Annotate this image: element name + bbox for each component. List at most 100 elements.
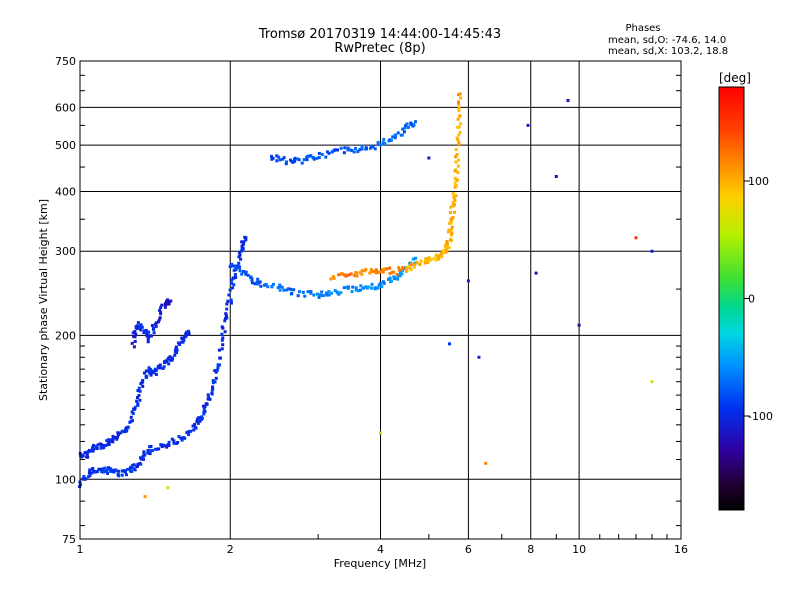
data-point (395, 273, 399, 277)
data-point (344, 274, 348, 278)
data-point (167, 440, 171, 444)
data-point (364, 146, 368, 150)
data-point (192, 428, 196, 432)
data-point (135, 324, 139, 328)
data-point (157, 318, 161, 322)
colorbar-tick-label: 100 (748, 175, 769, 188)
data-point (115, 437, 119, 441)
data-point (133, 335, 137, 339)
data-point (423, 261, 427, 265)
data-point (88, 468, 92, 472)
y-tick-label: 750 (55, 55, 76, 68)
data-point (257, 280, 261, 284)
data-point (234, 265, 238, 269)
data-point (191, 424, 195, 428)
data-point (370, 286, 374, 290)
data-point (124, 473, 128, 477)
data-point (450, 231, 454, 235)
data-point (228, 288, 232, 292)
data-point (413, 256, 417, 260)
data-point (354, 286, 358, 290)
data-point (187, 329, 191, 333)
data-point (284, 162, 288, 166)
data-point (108, 467, 112, 471)
data-point (84, 477, 88, 481)
data-point (451, 204, 455, 208)
data-point (229, 263, 233, 267)
colorbar-label: [deg] (719, 71, 751, 85)
data-point (149, 449, 153, 453)
data-point (207, 395, 211, 399)
data-point (221, 326, 225, 330)
data-point (181, 337, 185, 341)
data-point (233, 272, 237, 276)
data-point (210, 391, 214, 395)
data-point (159, 312, 163, 316)
data-point (371, 145, 375, 149)
data-point (206, 397, 210, 401)
data-point (410, 263, 414, 267)
data-point (238, 251, 242, 255)
data-point (291, 160, 295, 164)
data-point (650, 249, 654, 253)
x-tick-label: 1 (77, 543, 84, 556)
data-point (320, 152, 324, 156)
data-point (342, 286, 346, 290)
x-ticks: 1 2 4 6 8 10 16 (77, 534, 688, 556)
data-point (177, 435, 181, 439)
data-point (87, 471, 91, 475)
data-point (132, 463, 136, 467)
data-point (150, 324, 154, 328)
data-point (106, 468, 110, 472)
data-point (399, 268, 403, 272)
data-point (393, 133, 397, 137)
data-point (136, 396, 140, 400)
data-point (419, 259, 423, 263)
data-point (457, 125, 461, 129)
data-point (282, 288, 286, 292)
data-point (405, 122, 409, 126)
data-point (218, 356, 222, 360)
data-point (253, 282, 257, 286)
data-point (241, 246, 245, 250)
data-point (232, 268, 236, 272)
data-point (302, 158, 306, 162)
data-point (136, 402, 140, 406)
data-point (94, 444, 98, 448)
data-point (350, 149, 354, 153)
data-point (284, 160, 288, 164)
data-point (178, 342, 182, 346)
gridlines (80, 61, 681, 539)
data-point (141, 384, 145, 388)
data-point (364, 285, 368, 289)
data-point (130, 341, 134, 345)
data-point (152, 331, 156, 335)
data-point (346, 148, 350, 152)
data-point (132, 345, 136, 349)
data-point (145, 369, 149, 373)
data-point (459, 96, 463, 100)
colorbar-tick-label: -100 (748, 410, 773, 423)
data-point (380, 285, 384, 289)
data-point (132, 334, 136, 338)
data-point (392, 276, 396, 280)
data-point (374, 286, 378, 290)
data-point (206, 393, 210, 397)
chart-title: Tromsø 20170319 14:44:00-14:45:43 (258, 27, 501, 42)
data-point (227, 293, 231, 297)
data-point (201, 404, 205, 408)
data-point (146, 340, 150, 344)
data-point (398, 270, 402, 274)
data-point (352, 150, 356, 154)
data-point (140, 381, 144, 385)
data-point (244, 236, 248, 240)
data-point (401, 127, 405, 131)
data-point (238, 253, 242, 257)
data-point (289, 287, 293, 291)
data-point (309, 154, 313, 158)
data-point (216, 365, 220, 369)
data-point (445, 249, 449, 253)
y-tick-label: 600 (55, 101, 76, 114)
data-point (397, 266, 401, 270)
data-point (413, 261, 417, 265)
